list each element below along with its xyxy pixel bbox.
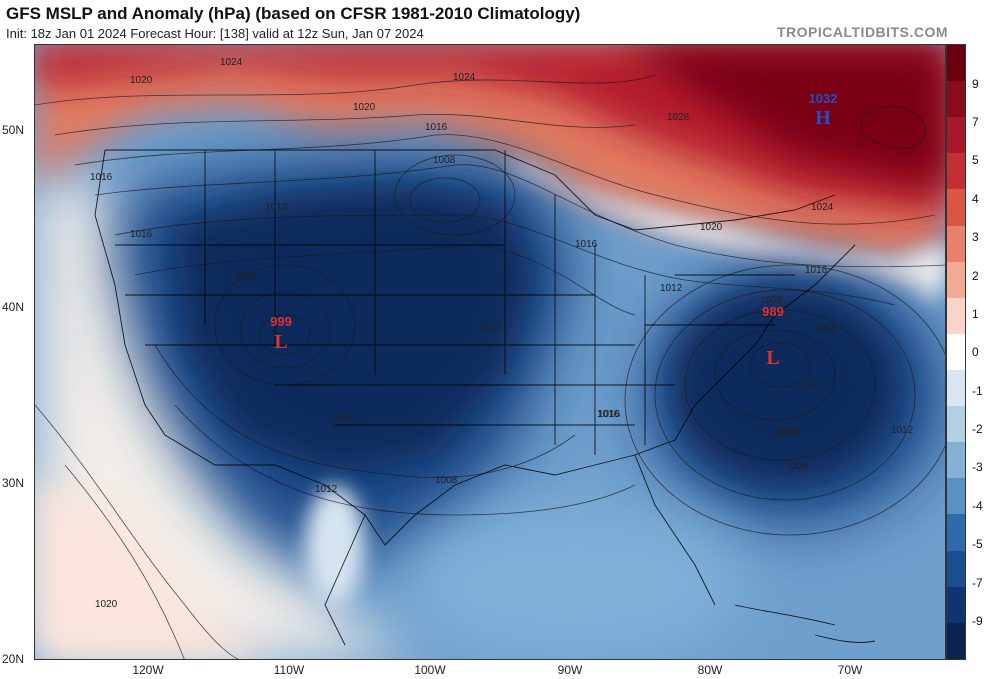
colorbar-segment: [947, 586, 965, 623]
isobar-label: 1000: [815, 323, 838, 334]
isobar-label: 1004: [775, 427, 798, 438]
colorbar-segment: [947, 153, 965, 190]
colorbar-tick: 0: [972, 345, 979, 359]
anomaly-field: [35, 45, 945, 659]
isobar-label: 1020: [700, 222, 723, 233]
isobar-label: 1016: [130, 229, 153, 240]
isobar-label: 1016: [90, 172, 113, 183]
colorbar-segment: [947, 297, 965, 334]
isobar-label: 1012: [891, 425, 914, 436]
colorbar-tick: 3: [972, 230, 979, 244]
pressure-anomaly-map: 1024 1020 1024 1020 1016 1016 1008 1012 …: [34, 44, 946, 660]
colorbar-segment: [947, 261, 965, 298]
isobar-label: 1016: [805, 265, 828, 276]
isobar-label: 1012: [315, 484, 338, 495]
colorbar-tick: 2: [972, 269, 979, 283]
colorbar-segment: [947, 117, 965, 154]
isobar-label: 1016: [575, 239, 598, 250]
low-marker: L: [274, 331, 287, 353]
low-marker: L: [766, 347, 779, 369]
isobar-label: 1020: [130, 75, 153, 86]
boundaries: [94, 149, 876, 646]
brand-watermark[interactable]: TROPICALTIDBITS.COM: [776, 24, 948, 40]
pressure-center-high: 1032 H: [809, 91, 838, 129]
isobar-label: 1024: [220, 57, 243, 68]
isobar-label: 1008: [433, 155, 456, 166]
pressure-value: 1032: [809, 91, 838, 106]
colorbar-tick: -1: [972, 384, 983, 398]
colorbar-tick: -3: [972, 460, 983, 474]
isobar-label: 1020: [353, 102, 376, 113]
isobar-label: 1012: [660, 283, 683, 294]
forecast-info: Init: 18z Jan 01 2024 Forecast Hour: [13…: [6, 26, 424, 41]
pressure-center-low-east: 989 L: [762, 304, 784, 369]
isobar-label: 1028: [667, 112, 690, 123]
colorbar-tick: -5: [972, 537, 983, 551]
isobar-labels: 1024 1020 1024 1020 1016 1016 1008 1012 …: [90, 57, 914, 610]
lon-label: 90W: [557, 663, 583, 677]
isobar-label: 1008: [235, 272, 258, 283]
colorbar-tick: 9: [972, 77, 979, 91]
isobar-label: 1008: [785, 461, 808, 472]
lon-label: 110W: [273, 663, 305, 677]
colorbar-segment: [947, 622, 965, 659]
lon-label: 70W: [837, 663, 863, 677]
isobar-label: 1012: [755, 309, 778, 320]
colorbar-tick: -7: [972, 576, 983, 590]
lon-label: 80W: [697, 663, 723, 677]
pressure-value: 999: [270, 314, 292, 329]
isobar-label: 1008: [760, 295, 783, 306]
isobar-label: 1016: [598, 409, 621, 420]
colorbar-tick: 5: [972, 153, 979, 167]
colorbar-segment: [947, 81, 965, 118]
lat-label: 40N: [2, 300, 25, 314]
isobar-label: 1024: [811, 202, 834, 213]
lon-label: 100W: [414, 663, 446, 677]
map-title: GFS MSLP and Anomaly (hPa) (based on CFS…: [6, 4, 581, 23]
colorbar-segment: [947, 189, 965, 226]
colorbar-tick: 1: [972, 307, 979, 321]
colorbar-segment: [947, 514, 965, 551]
isobar-label: 1016: [425, 122, 448, 133]
isobar-label: 1008: [331, 413, 354, 424]
isobar-label: 996: [805, 379, 822, 390]
colorbar-segment: [947, 478, 965, 515]
isobars: [35, 74, 945, 659]
isobar-label: 1008: [435, 475, 458, 486]
colorbar-segment: [947, 45, 965, 82]
colorbar-segment: [947, 369, 965, 407]
isobar-label: 1004: [777, 427, 800, 438]
colorbar-tick: 4: [972, 192, 979, 206]
colorbar-tick: 7: [972, 115, 979, 129]
colorbar-segment: [947, 442, 965, 479]
colorbar-segment: [947, 333, 965, 370]
colorbar-segment: [947, 550, 965, 587]
pressure-center-low-west: 999 L: [270, 314, 292, 353]
pressure-value: 989: [762, 304, 784, 319]
colorbar-tick: -2: [972, 422, 983, 436]
lon-label: 120W: [132, 663, 164, 677]
isobar-label: 1024: [453, 72, 476, 83]
anomaly-colorbar: [946, 44, 966, 660]
isobar-label: 1016: [597, 409, 620, 420]
isobar-label: 1012: [265, 202, 288, 213]
colorbar-segment: [947, 225, 965, 262]
colorbar-tick: -9: [972, 614, 983, 628]
isobar-label: 1020: [95, 599, 118, 610]
high-marker: H: [815, 107, 831, 129]
isobar-label: 1012: [480, 322, 503, 333]
colorbar-tick: -4: [972, 499, 983, 513]
colorbar-segment: [947, 406, 965, 443]
lat-label: 20N: [2, 652, 25, 666]
lat-label: 30N: [2, 476, 25, 490]
lat-label: 50N: [2, 123, 25, 137]
